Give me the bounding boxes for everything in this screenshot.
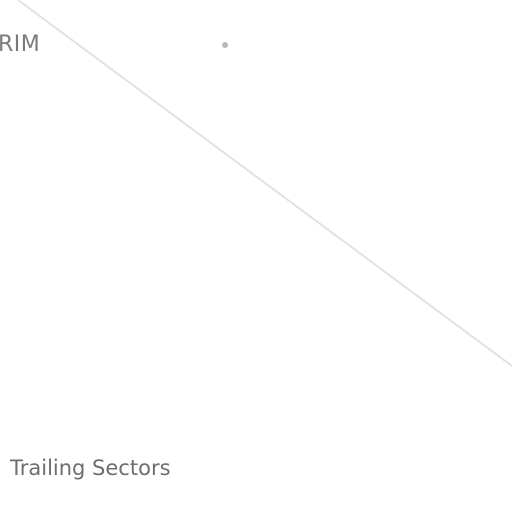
status-dot-icon (222, 42, 228, 48)
brand-text-fragment: RIM (0, 32, 41, 57)
trailing-sectors-title: Trailing Sectors (10, 456, 171, 480)
